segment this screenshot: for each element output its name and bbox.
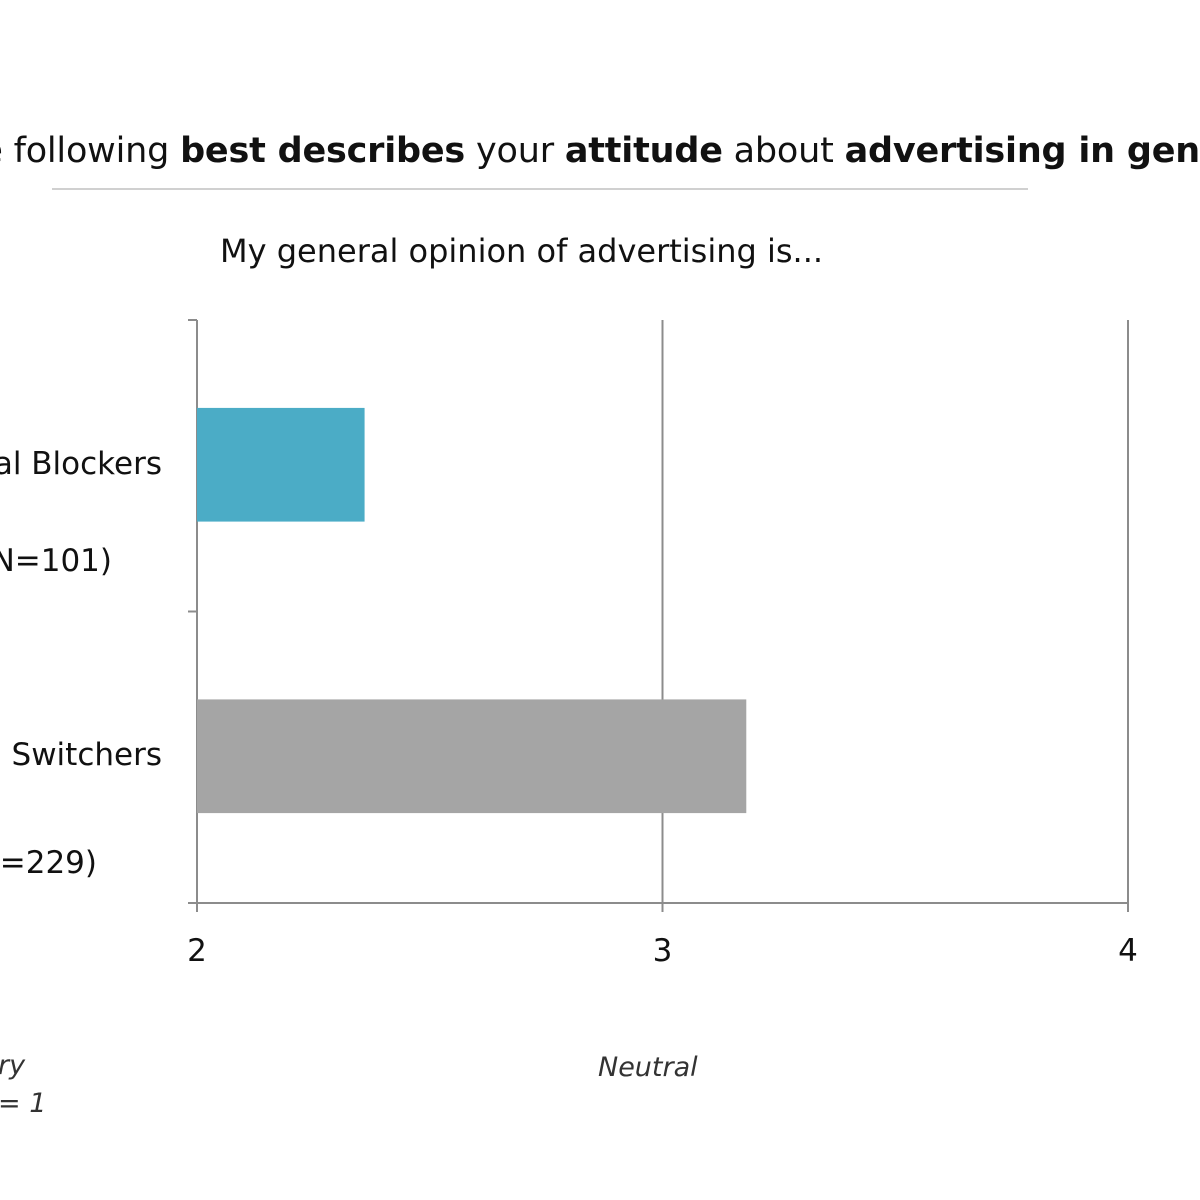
- headline-part-1: best describes: [180, 131, 466, 171]
- x-tick-label-4: 4: [1118, 933, 1138, 969]
- headline-part-5: advertising in gen: [844, 131, 1200, 171]
- headline-divider: [52, 188, 1028, 190]
- headline-part-4: about: [722, 131, 845, 171]
- bar-0: [197, 407, 365, 522]
- x-tick-label-2: 2: [187, 933, 207, 969]
- category-n-switchers: N=229): [0, 845, 97, 881]
- category-label-blockers: ral Blockers: [0, 446, 162, 482]
- question-headline: the following best describes your attitu…: [0, 126, 1200, 176]
- category-n-blockers: (N=101): [0, 543, 112, 579]
- scale-note-neutral: Neutral: [598, 1052, 698, 1083]
- headline-part-0: the following: [0, 131, 170, 171]
- scale-note-left-line1: ry: [0, 1050, 26, 1081]
- scale-note-left-line2: = 1: [0, 1088, 47, 1119]
- x-tick-label-3: 3: [653, 933, 673, 969]
- category-label-switchers: l Switchers: [0, 737, 162, 773]
- bar-1: [197, 699, 747, 814]
- chart-title: My general opinion of advertising is...: [220, 232, 824, 270]
- headline-part-3: attitude: [564, 131, 723, 171]
- headline-part-2: your: [465, 131, 565, 171]
